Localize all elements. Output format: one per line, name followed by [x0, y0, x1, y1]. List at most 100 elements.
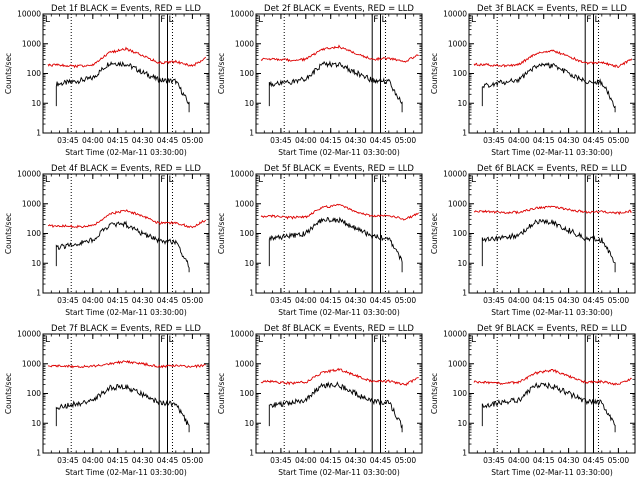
y-tick-label: 1000 — [22, 199, 41, 208]
x-tick-label: 05:00 — [608, 136, 630, 145]
events-series-line — [268, 216, 403, 273]
x-tick-label: 04:45 — [583, 136, 605, 145]
y-axis-label: Counts/sec — [4, 373, 13, 414]
y-tick-label: 100 — [453, 69, 468, 78]
corner-mark-left: L — [258, 335, 263, 345]
y-axis-label: Counts/sec — [217, 53, 226, 94]
y-tick-label: 1 — [249, 129, 254, 138]
panel-6: Det 6f BLACK = Events, RED = LLD Counts/s… — [430, 164, 636, 317]
x-tick-label: 05:00 — [395, 456, 417, 465]
x-tick-label: 05:00 — [608, 456, 630, 465]
x-axis-label: Start Time (02-Mar-11 03:30:00) — [65, 148, 187, 157]
events-series-line — [55, 220, 190, 273]
flag-left-label: F — [160, 335, 165, 345]
flag-left-label: F — [373, 15, 378, 25]
flag-left-label: F — [586, 15, 591, 25]
x-tick-label: 03:45 — [57, 456, 79, 465]
x-tick-label: 04:30 — [558, 136, 580, 145]
x-tick-label: 04:00 — [508, 136, 530, 145]
panel-4: Det 4f BLACK = Events, RED = LLD Counts/s… — [4, 164, 210, 317]
x-tick-label: 05:00 — [182, 136, 204, 145]
lld-series-line — [473, 205, 632, 216]
x-axis-label: Start Time (02-Mar-11 03:30:00) — [278, 148, 400, 157]
events-series-line — [55, 60, 190, 113]
y-tick-label: 100 — [240, 389, 255, 398]
y-axis-label: Counts/sec — [4, 53, 13, 94]
flag-left-label: F — [373, 335, 378, 345]
lld-series-line — [260, 367, 419, 387]
y-tick-label: 100 — [453, 229, 468, 238]
y-tick-label: 1 — [249, 289, 254, 298]
x-tick-label: 04:00 — [508, 296, 530, 305]
plot-frame — [468, 333, 636, 454]
y-tick-label: 10000 — [230, 10, 254, 19]
panel-3: Det 3f BLACK = Events, RED = LLD Counts/s… — [430, 4, 636, 157]
x-tick-label: 05:00 — [182, 296, 204, 305]
y-axis-label: Counts/sec — [217, 213, 226, 254]
y-axis-label: Counts/sec — [4, 213, 13, 254]
flag-left-label: F — [160, 175, 165, 185]
x-axis-label: Start Time (02-Mar-11 03:30:00) — [491, 148, 613, 157]
lld-series-line — [260, 44, 419, 63]
x-axis-label: Start Time (02-Mar-11 03:30:00) — [65, 308, 187, 317]
plot-frame — [255, 13, 423, 134]
plot-frame — [255, 333, 423, 454]
x-tick-label: 04:30 — [132, 456, 154, 465]
y-tick-label: 1000 — [235, 39, 254, 48]
panel-5: Det 5f BLACK = Events, RED = LLD Counts/s… — [217, 164, 423, 317]
x-tick-label: 04:00 — [82, 296, 104, 305]
x-tick-label: 04:45 — [157, 456, 179, 465]
lld-series-line — [473, 369, 632, 386]
panel-title: Det 8f BLACK = Events, RED = LLD — [264, 324, 414, 334]
x-tick-label: 04:30 — [345, 136, 367, 145]
panel-1: Det 1f BLACK = Events, RED = LLD Counts/s… — [4, 4, 210, 157]
x-tick-label: 04:30 — [558, 456, 580, 465]
x-tick-label: 04:45 — [370, 456, 392, 465]
y-tick-label: 1000 — [448, 359, 467, 368]
y-tick-label: 10000 — [17, 170, 41, 179]
panel-title: Det 9f BLACK = Events, RED = LLD — [477, 324, 627, 334]
x-tick-label: 05:00 — [182, 456, 204, 465]
y-tick-label: 100 — [27, 69, 42, 78]
y-tick-label: 1 — [462, 449, 467, 458]
panel-title: Det 6f BLACK = Events, RED = LLD — [477, 164, 627, 174]
y-tick-label: 1 — [462, 129, 467, 138]
y-tick-label: 10000 — [443, 10, 467, 19]
x-tick-label: 04:45 — [370, 136, 392, 145]
x-tick-label: 03:45 — [270, 136, 292, 145]
y-tick-label: 1000 — [22, 39, 41, 48]
y-tick-label: 100 — [27, 389, 42, 398]
y-tick-label: 1000 — [22, 359, 41, 368]
events-series-line — [268, 381, 403, 433]
y-tick-label: 100 — [27, 229, 42, 238]
y-tick-label: 10 — [244, 99, 254, 108]
panel-7: Det 7f BLACK = Events, RED = LLD Counts/s… — [4, 324, 210, 477]
x-tick-label: 04:30 — [558, 296, 580, 305]
y-tick-label: 10000 — [443, 170, 467, 179]
y-axis-label: Counts/sec — [430, 53, 439, 94]
panels-grid: Det 1f BLACK = Events, RED = LLD Counts/s… — [4, 4, 636, 477]
x-tick-label: 04:00 — [508, 456, 530, 465]
corner-mark-left: L — [258, 15, 263, 25]
panel-9: Det 9f BLACK = Events, RED = LLD Counts/s… — [430, 324, 636, 477]
y-tick-label: 10 — [244, 259, 254, 268]
flag-right-label: L — [595, 335, 600, 345]
panel-title: Det 1f BLACK = Events, RED = LLD — [51, 4, 201, 14]
lld-series-line — [47, 209, 207, 229]
x-tick-label: 04:45 — [157, 296, 179, 305]
y-axis-label: Counts/sec — [217, 373, 226, 414]
plot-frame — [468, 13, 636, 134]
x-tick-label: 04:30 — [132, 296, 154, 305]
x-tick-label: 04:15 — [107, 136, 129, 145]
x-tick-label: 03:45 — [483, 136, 505, 145]
panel-title: Det 4f BLACK = Events, RED = LLD — [51, 164, 201, 174]
y-tick-label: 10000 — [17, 10, 41, 19]
corner-mark-left: L — [258, 175, 263, 185]
lld-series-line — [473, 49, 633, 69]
lld-series-line — [260, 203, 419, 221]
x-tick-label: 03:45 — [57, 136, 79, 145]
y-tick-label: 1 — [36, 129, 41, 138]
x-tick-label: 05:00 — [608, 296, 630, 305]
plot-frame — [42, 333, 210, 454]
